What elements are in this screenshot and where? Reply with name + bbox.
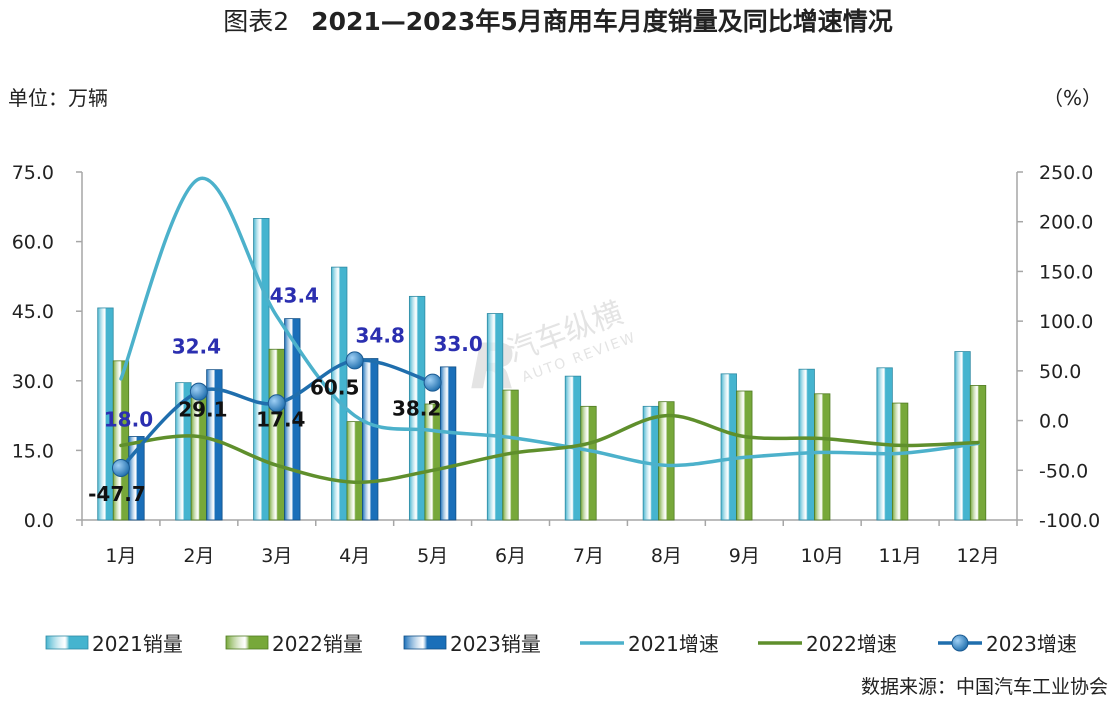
line-label-2023: 38.2 (392, 397, 441, 421)
left-unit-label: 单位：万辆 (8, 86, 108, 110)
x-tick-label: 7月 (573, 545, 604, 567)
chart-title: 图表2 2021—2023年5月商用车月度销量及同比增速情况 (0, 2, 1116, 42)
bar-label-2023: 34.8 (356, 324, 405, 348)
line-label-2023: 29.1 (178, 398, 227, 422)
legend-label: 2023销量 (450, 632, 541, 656)
legend-label: 2021销量 (92, 632, 183, 656)
line-2021增速 (119, 176, 980, 468)
bar-2023销量 (439, 366, 457, 521)
left-tick-label: 15.0 (12, 440, 54, 462)
bar-2022销量 (814, 393, 831, 521)
bar-2022销量 (891, 402, 909, 521)
source-note: 数据来源：中国汽车工业协会 (860, 676, 1108, 698)
figure-number: 图表2 (223, 7, 290, 36)
title-text: 2021—2023年5月商用车月度销量及同比增速情况 (311, 7, 893, 36)
bar-2021销量 (720, 373, 737, 521)
bar-2021销量 (486, 313, 504, 521)
legend-label: 2022销量 (272, 632, 363, 656)
right-tick-label: 250.0 (1039, 162, 1093, 184)
x-tick-label: 10月 (801, 545, 844, 567)
line-label-2023: 60.5 (310, 375, 359, 399)
bar-2023销量 (206, 369, 223, 521)
legend-swatch (403, 635, 447, 650)
right-tick-label: 100.0 (1039, 311, 1093, 333)
bar-2022销量 (658, 401, 675, 521)
bar-2022销量 (580, 405, 597, 521)
x-tick-label: 9月 (729, 545, 760, 567)
legend-label: 2023增速 (986, 632, 1077, 656)
right-tick-label: 150.0 (1039, 261, 1093, 283)
legend-label: 2021增速 (628, 632, 719, 656)
x-tick-label: 11月 (879, 545, 922, 567)
bar-2021销量 (253, 217, 270, 521)
line-label-2023: 17.4 (256, 407, 305, 431)
right-tick-label: 50.0 (1039, 361, 1081, 383)
bar-2022销量 (969, 385, 987, 521)
right-tick-label: 0.0 (1039, 411, 1069, 433)
marker-2023增速 (111, 458, 130, 477)
right-tick-label: -100.0 (1039, 510, 1100, 532)
x-tick-label: 1月 (105, 545, 136, 567)
bar-2021销量 (798, 368, 815, 521)
legend-swatch (45, 635, 89, 650)
left-tick-label: 30.0 (12, 371, 54, 393)
bar-2021销量 (954, 351, 971, 521)
line-label-2023: -47.7 (88, 482, 146, 506)
right-unit-label: （%） (1042, 86, 1102, 110)
x-tick-label: 2月 (183, 545, 214, 567)
bar-label-2023: 32.4 (172, 335, 221, 359)
bar-2023销量 (362, 358, 379, 521)
right-tick-label: 200.0 (1039, 212, 1093, 234)
left-tick-label: 45.0 (12, 301, 54, 323)
marker-2023增速 (267, 394, 286, 413)
line-2022增速 (119, 413, 980, 484)
x-tick-label: 4月 (339, 545, 370, 567)
legend-swatch (225, 635, 269, 650)
x-tick-label: 3月 (261, 545, 292, 567)
right-tick-label: -50.0 (1039, 460, 1088, 482)
left-tick-label: 0.0 (24, 510, 54, 532)
bar-2022销量 (346, 421, 363, 521)
left-tick-label: 75.0 (12, 162, 54, 184)
bar-2022销量 (268, 348, 285, 521)
marker-2023增速 (345, 351, 364, 370)
legend-label: 2022增速 (806, 632, 897, 656)
x-tick-label: 6月 (495, 545, 526, 567)
marker-2023增速 (423, 373, 442, 392)
x-tick-label: 8月 (651, 545, 682, 567)
x-tick-label: 12月 (956, 545, 999, 567)
legend-marker (951, 634, 969, 652)
bar-label-2023: 33.0 (433, 332, 482, 356)
bar-label-2023: 43.4 (270, 284, 319, 308)
x-tick-label: 5月 (417, 545, 448, 567)
marker-2023增速 (189, 382, 208, 401)
bar-label-2023: 18.0 (104, 407, 153, 431)
bar-2022销量 (424, 403, 441, 521)
left-tick-label: 60.0 (12, 232, 54, 254)
